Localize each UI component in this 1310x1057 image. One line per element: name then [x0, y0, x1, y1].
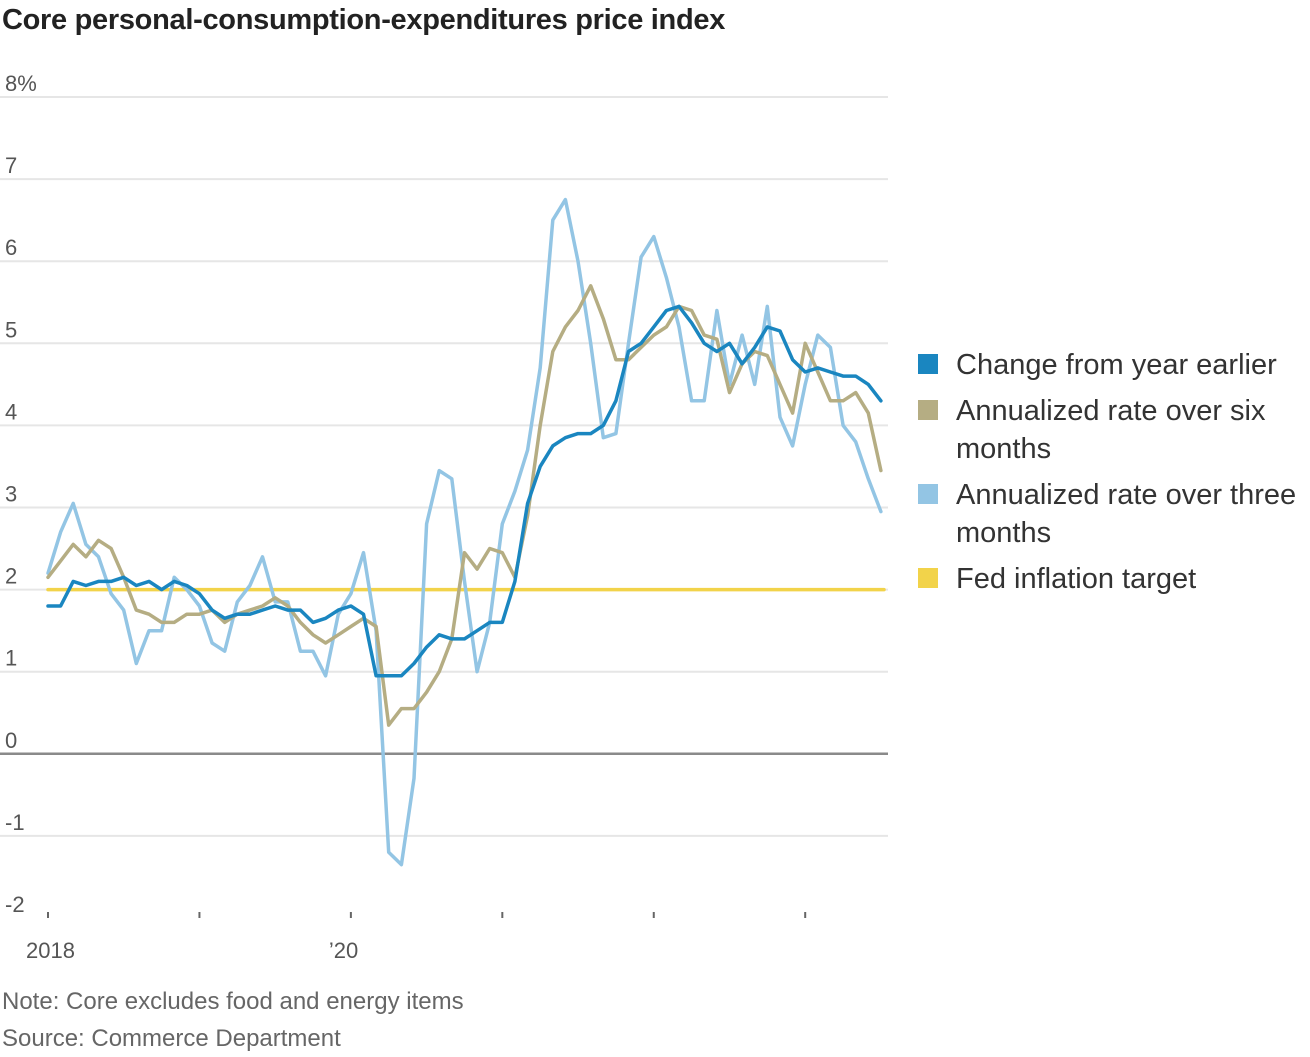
y-tick-label: 3	[5, 482, 17, 507]
y-tick-label: 5	[5, 317, 17, 342]
legend: Change from year earlier Annualized rate…	[918, 346, 1310, 606]
y-tick-label: 7	[5, 153, 17, 178]
y-tick-label: 1	[5, 646, 17, 671]
x-tick-label: 2018	[26, 938, 75, 963]
y-tick-label: -2	[5, 892, 25, 917]
legend-item-three-months: Annualized rate over three months	[918, 476, 1310, 552]
legend-label-three-months: Annualized rate over three months	[956, 479, 1297, 549]
y-axis-tick-labels: 8% 7 6 5 4 3 2 1 0 -1 -2	[5, 71, 37, 917]
legend-swatch-fed-target	[918, 568, 938, 588]
legend-item-fed-target: Fed inflation target	[918, 560, 1310, 598]
series-lines	[46, 197, 886, 867]
y-tick-label: 2	[5, 564, 17, 589]
gridlines	[0, 96, 888, 837]
y-tick-label: 0	[5, 728, 17, 753]
y-tick-label: 8%	[5, 71, 37, 96]
chart-source: Source: Commerce Department	[2, 1025, 341, 1052]
series-line-annualized-rate-over-six-months	[46, 284, 883, 727]
chart-note: Note: Core excludes food and energy item…	[2, 988, 464, 1015]
legend-swatch-three-months	[918, 484, 938, 504]
legend-swatch-six-months	[918, 400, 938, 420]
legend-item-year-earlier: Change from year earlier	[918, 346, 1310, 384]
x-tick-label: ’20	[329, 938, 358, 963]
legend-label-six-months: Annualized rate over six months	[956, 395, 1266, 465]
series-line-annualized-rate-over-three-months	[46, 197, 883, 867]
legend-label-year-earlier: Change from year earlier	[956, 349, 1277, 381]
x-axis: 2018 ’20	[26, 912, 807, 963]
y-tick-label: 6	[5, 235, 17, 260]
y-tick-label: 4	[5, 399, 17, 424]
legend-swatch-year-earlier	[918, 354, 938, 374]
y-tick-label: -1	[5, 810, 25, 835]
chart-title: Core personal-consumption-expenditures p…	[2, 4, 726, 36]
series-line-change-from-year-earlier	[46, 304, 883, 678]
legend-item-six-months: Annualized rate over six months	[918, 392, 1310, 468]
legend-label-fed-target: Fed inflation target	[956, 563, 1197, 595]
